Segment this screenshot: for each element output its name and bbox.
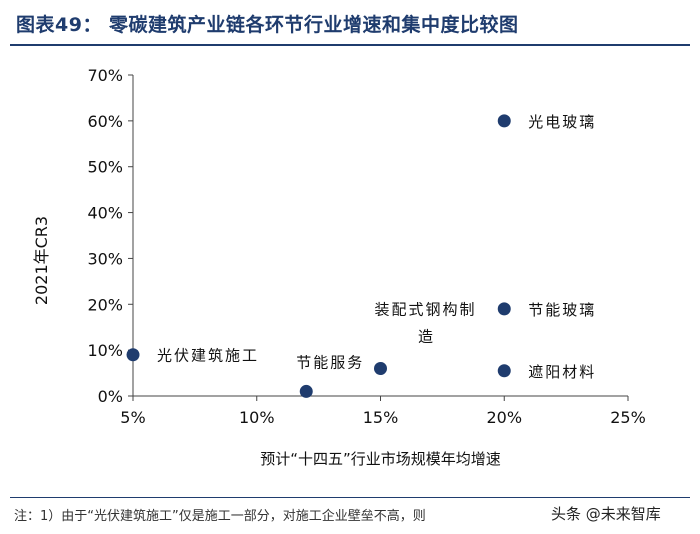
y-tick-label: 50% bbox=[87, 158, 123, 177]
data-label: 遮阳材料 bbox=[528, 363, 596, 381]
data-label: 节能服务 bbox=[296, 353, 364, 371]
chart-title: 图表49： 零碳建筑产业链各环节行业增速和集中度比较图 bbox=[16, 14, 519, 36]
x-tick-label: 5% bbox=[120, 408, 145, 427]
footnote: 注：1）由于“光伏建筑施工”仅是施工一部分，对施工企业壁垒不高，则 bbox=[14, 509, 426, 524]
watermark: 头条 @未来智库 bbox=[548, 503, 664, 524]
y-tick-label: 10% bbox=[87, 341, 123, 360]
watermark-text: 头条 @未来智库 bbox=[551, 505, 661, 523]
y-tick-label: 40% bbox=[87, 204, 123, 223]
data-point bbox=[126, 348, 140, 362]
y-axis-label: 2021年CR3 bbox=[32, 216, 51, 305]
data-point bbox=[497, 364, 511, 378]
data-label: 光电玻璃 bbox=[528, 113, 596, 131]
x-axis-label: 预计“十四五”行业市场规模年均增速 bbox=[260, 450, 501, 468]
x-tick-label: 20% bbox=[486, 408, 522, 427]
data-label: 节能玻璃 bbox=[528, 301, 596, 319]
y-tick-label: 0% bbox=[98, 387, 123, 406]
data-point bbox=[497, 302, 511, 316]
data-label: 装配式钢构制 bbox=[374, 300, 476, 318]
data-point bbox=[374, 361, 387, 375]
data-point bbox=[299, 384, 313, 398]
data-point bbox=[497, 114, 511, 128]
footnote-divider bbox=[10, 497, 690, 498]
x-tick-label: 15% bbox=[363, 408, 399, 427]
title-bar: 图表49： 零碳建筑产业链各环节行业增速和集中度比较图 bbox=[10, 0, 690, 46]
data-label: 光伏建筑施工 bbox=[157, 347, 259, 365]
y-tick-label: 60% bbox=[87, 112, 123, 131]
x-tick-label: 10% bbox=[239, 408, 275, 427]
y-tick-label: 20% bbox=[87, 295, 123, 314]
x-tick-label: 25% bbox=[610, 408, 646, 427]
data-label-continued: 造 bbox=[418, 327, 433, 345]
y-tick-label: 30% bbox=[87, 249, 123, 268]
y-tick-label: 70% bbox=[87, 66, 123, 85]
